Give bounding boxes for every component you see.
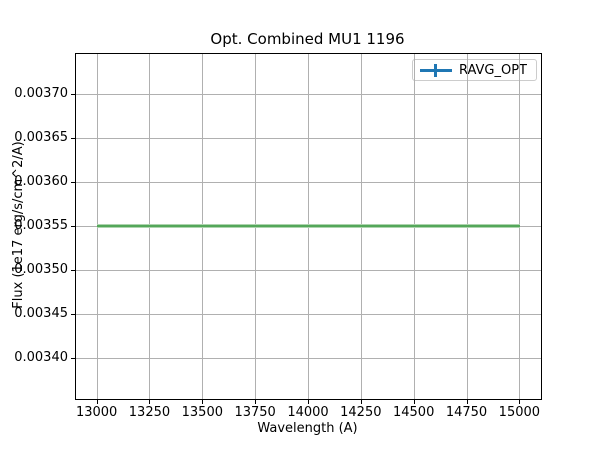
x-tick-label: 15000 <box>498 405 541 420</box>
x-tick <box>466 400 468 404</box>
x-tick <box>308 400 309 404</box>
x-tick-label: 13250 <box>128 405 171 420</box>
y-tick <box>71 357 75 359</box>
y-tick <box>71 269 75 271</box>
x-tick-label: 13000 <box>75 405 118 420</box>
errorbar-legend-icon <box>419 63 452 78</box>
y-tick <box>71 137 75 139</box>
x-tick-label: 14500 <box>392 405 435 420</box>
x-tick <box>96 400 98 404</box>
y-tick-label: 0.00355 <box>14 217 68 233</box>
legend: RAVG_OPT <box>411 59 537 81</box>
plot-area: RAVG_OPT <box>75 53 542 400</box>
x-tick <box>202 400 204 404</box>
x-tick-label: 14750 <box>445 405 488 420</box>
x-axis-label: Wavelength (A) <box>257 421 358 436</box>
y-tick-label: 0.00350 <box>14 261 68 277</box>
y-gridline <box>76 313 541 315</box>
y-tick-label: 0.00345 <box>14 305 68 321</box>
y-gridline <box>76 181 541 183</box>
y-tick <box>71 181 75 183</box>
x-tick <box>413 400 415 404</box>
x-tick-label: 14000 <box>287 405 329 420</box>
y-tick-label: 0.00340 <box>14 349 68 365</box>
y-tick <box>71 93 75 95</box>
y-gridline <box>76 357 541 359</box>
x-tick <box>255 400 257 404</box>
errorbar-vline <box>433 63 437 77</box>
data-line <box>97 224 520 229</box>
y-gridline <box>76 93 541 95</box>
y-tick-label: 0.00365 <box>14 129 68 145</box>
y-gridline <box>76 137 541 139</box>
x-tick <box>360 400 362 404</box>
x-tick <box>149 400 151 404</box>
y-tick-label: 0.00360 <box>14 173 68 189</box>
x-tick-label: 13750 <box>234 405 276 420</box>
chart-title: Opt. Combined MU1 1196 <box>210 30 405 48</box>
y-tick <box>71 225 75 227</box>
y-tick-label: 0.00370 <box>14 85 68 101</box>
y-tick <box>71 313 75 315</box>
legend-label: RAVG_OPT <box>458 62 527 78</box>
x-tick-label: 13500 <box>181 405 223 420</box>
x-tick-label: 14250 <box>340 405 382 420</box>
x-tick <box>519 400 521 404</box>
y-gridline <box>76 269 541 271</box>
